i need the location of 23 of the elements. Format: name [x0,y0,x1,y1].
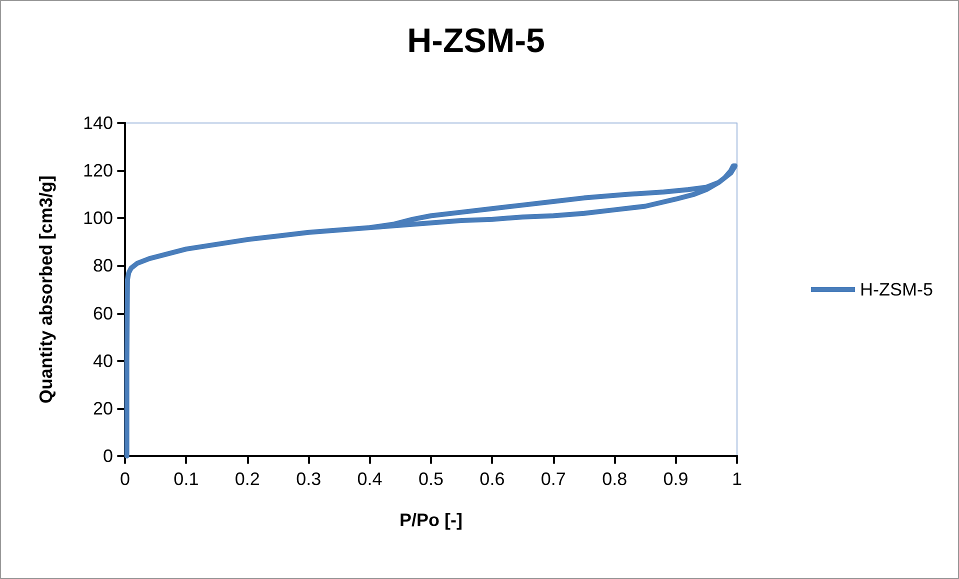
y-tick-label: 100 [82,208,113,228]
y-tick-label: 120 [82,160,113,181]
x-tick-label: 0.8 [602,469,628,489]
chart-title: H-ZSM-5 [407,22,545,60]
x-tick-label: 0.6 [480,469,505,489]
y-tick-label: 40 [92,350,113,371]
y-tick-label: 80 [92,256,113,276]
x-tick-label: 0.2 [234,469,260,489]
y-tick-label: 20 [92,398,113,418]
x-tick-label: 1 [732,469,742,489]
x-tick-label: 0.9 [663,469,688,489]
x-tick-label: 0.4 [357,469,382,489]
legend-label: H-ZSM-5 [860,280,934,300]
y-tick-label: 60 [92,303,113,324]
x-axis-title: P/Po [-] [400,510,462,530]
x-tick-label: 0.5 [418,469,444,489]
x-tick-label: 0 [120,469,130,489]
x-tick-label: 0.1 [174,469,199,489]
y-tick-label: 0 [102,446,113,466]
y-axis-title: Quantity absorbed [cm3/g] [36,175,56,404]
y-tick-label: 140 [82,113,113,133]
x-tick-label: 0.7 [540,469,566,489]
x-tick-label: 0.3 [296,469,322,489]
